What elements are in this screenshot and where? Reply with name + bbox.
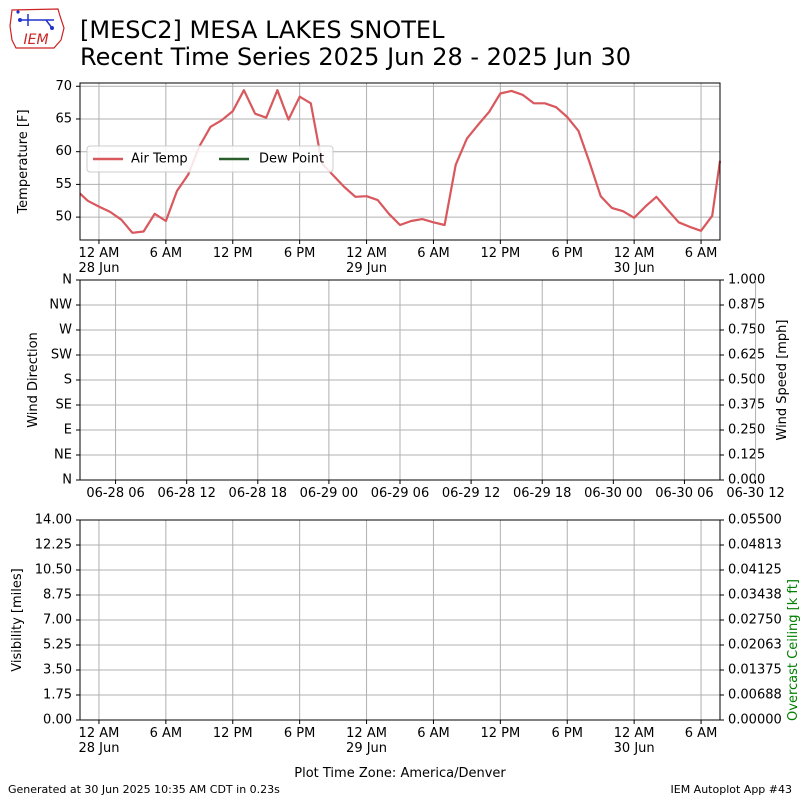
legend-dew-point-label: Dew Point [259, 152, 324, 167]
wind-speed-tick-label: 0.250 [728, 423, 765, 438]
ceiling-tick-label: 0.04125 [728, 563, 782, 578]
ceiling-tick-label: 0.02063 [728, 638, 782, 653]
vis-xtick-label: 12 PM [480, 726, 520, 741]
wind-xtick-label: 06-28 18 [229, 486, 287, 501]
temp-plot-frame [79, 82, 721, 241]
temp-xtick-label: 6 AM [417, 246, 450, 261]
temp-ytick-label: 65 [55, 111, 72, 126]
wind-speed-tick-label: 0.625 [728, 348, 765, 363]
temp-xtick-date: 28 Jun [78, 261, 119, 276]
visibility-tick-label: 8.75 [43, 588, 72, 603]
logo-text: IEM [23, 32, 48, 48]
visibility-tick-label: 3.50 [43, 663, 72, 678]
temp-legend [86, 145, 334, 173]
temp-ytick-label: 55 [55, 177, 72, 192]
wind-speed-tick-label: 0.125 [728, 448, 765, 463]
wind-direction-tick-label: N [62, 273, 72, 288]
ceiling-tick-label: 0.00688 [728, 688, 782, 703]
chart-title: [MESC2] MESA LAKES SNOTEL [80, 16, 445, 44]
vis-xtick-label: 12 AM [614, 726, 655, 741]
wind-xtick-label: 06-29 06 [371, 486, 429, 501]
temp-xtick-label: 12 PM [480, 246, 520, 261]
air-temp-line [79, 89, 722, 234]
wind-xtick-label: 06-29 00 [300, 486, 358, 501]
wind-plot-frame [79, 279, 721, 481]
wind-speed-tick-label: 1.000 [728, 273, 765, 288]
wind-xtick-label: 06-28 06 [86, 486, 144, 501]
visibility-ylabel: Visibility [miles] [10, 568, 25, 671]
wind-direction-tick-label: N [62, 473, 72, 488]
footer-app: IEM Autoplot App #43 [670, 783, 793, 796]
temp-xtick-label: 12 AM [614, 246, 655, 261]
wind-direction-tick-label: W [59, 323, 72, 338]
wind-xtick-label: 06-28 12 [157, 486, 215, 501]
vis-xtick-date: 28 Jun [78, 741, 119, 756]
wind-speed-tick-label: 0.375 [728, 398, 765, 413]
time-zone-xlabel: Plot Time Zone: America/Denver [294, 766, 506, 781]
vis-plot-frame [79, 519, 721, 721]
wind-xtick-label: 06-30 06 [655, 486, 713, 501]
wind-direction-tick-label: SW [51, 348, 72, 363]
wind-direction-tick-label: E [64, 423, 72, 438]
wind-direction-tick-label: S [64, 373, 72, 388]
iem-logo: IEM [6, 6, 66, 50]
wind-speed-tick-label: 0.750 [728, 323, 765, 338]
temp-ylabel: Temperature [F] [16, 109, 31, 214]
wind-speed-ylabel: Wind Speed [mph] [775, 320, 790, 441]
vis-xtick-label: 6 AM [150, 726, 183, 741]
vis-xtick-label: 6 PM [284, 726, 315, 741]
wind-xtick-label: 06-29 18 [513, 486, 571, 501]
wind-xtick-label: 06-30 12 [726, 486, 784, 501]
visibility-tick-label: 1.75 [43, 688, 72, 703]
temp-xtick-label: 12 PM [213, 246, 253, 261]
wind-speed-tick-label: 0.875 [728, 298, 765, 313]
wind-speed-tick-label: 0.500 [728, 373, 765, 388]
ceiling-tick-label: 0.01375 [728, 663, 782, 678]
visibility-tick-label: 0.00 [43, 713, 72, 728]
temp-xtick-label: 6 AM [150, 246, 183, 261]
wind-direction-tick-label: NW [49, 298, 72, 313]
temp-xtick-label: 6 PM [284, 246, 315, 261]
temp-xtick-date: 29 Jun [346, 261, 387, 276]
temp-xtick-label: 6 PM [552, 246, 583, 261]
wind-direction-tick-label: NE [54, 448, 72, 463]
temp-ytick-label: 60 [55, 144, 72, 159]
vis-xtick-label: 6 PM [552, 726, 583, 741]
footer-generated: Generated at 30 Jun 2025 10:35 AM CDT in… [8, 783, 280, 796]
vis-xtick-label: 6 AM [417, 726, 450, 741]
temp-xtick-date: 30 Jun [614, 261, 655, 276]
visibility-tick-label: 10.50 [35, 563, 72, 578]
vis-xtick-label: 6 AM [685, 726, 718, 741]
visibility-tick-label: 12.25 [35, 538, 72, 553]
visibility-tick-label: 5.25 [43, 638, 72, 653]
chart-subtitle: Recent Time Series 2025 Jun 28 - 2025 Ju… [80, 43, 632, 71]
temp-ytick-label: 50 [55, 210, 72, 225]
wind-direction-tick-label: SE [56, 398, 72, 413]
wind-direction-ylabel: Wind Direction [26, 332, 41, 428]
iem-logo-graphic: IEM [9, 8, 65, 49]
ceiling-tick-label: 0.02750 [728, 613, 782, 628]
temp-ytick-label: 70 [55, 79, 72, 94]
ceiling-ylabel: Overcast Ceiling [k ft] [786, 579, 800, 721]
vis-xtick-date: 29 Jun [346, 741, 387, 756]
visibility-tick-label: 14.00 [35, 513, 72, 528]
temp-xtick-label: 12 AM [346, 246, 387, 261]
temp-xtick-label: 12 AM [79, 246, 120, 261]
vis-xtick-label: 12 PM [213, 726, 253, 741]
vis-xtick-label: 12 AM [346, 726, 387, 741]
temp-xtick-label: 6 AM [685, 246, 718, 261]
legend-air-temp-label: Air Temp [131, 152, 188, 167]
wind-xtick-label: 06-29 12 [442, 486, 500, 501]
vis-xtick-date: 30 Jun [614, 741, 655, 756]
ceiling-tick-label: 0.03438 [728, 588, 782, 603]
wind-xtick-label: 06-30 00 [584, 486, 642, 501]
ceiling-tick-label: 0.04813 [728, 538, 782, 553]
ceiling-tick-label: 0.05500 [728, 513, 782, 528]
visibility-tick-label: 7.00 [43, 613, 72, 628]
vis-xtick-label: 12 AM [79, 726, 120, 741]
ceiling-tick-label: 0.00000 [728, 713, 782, 728]
